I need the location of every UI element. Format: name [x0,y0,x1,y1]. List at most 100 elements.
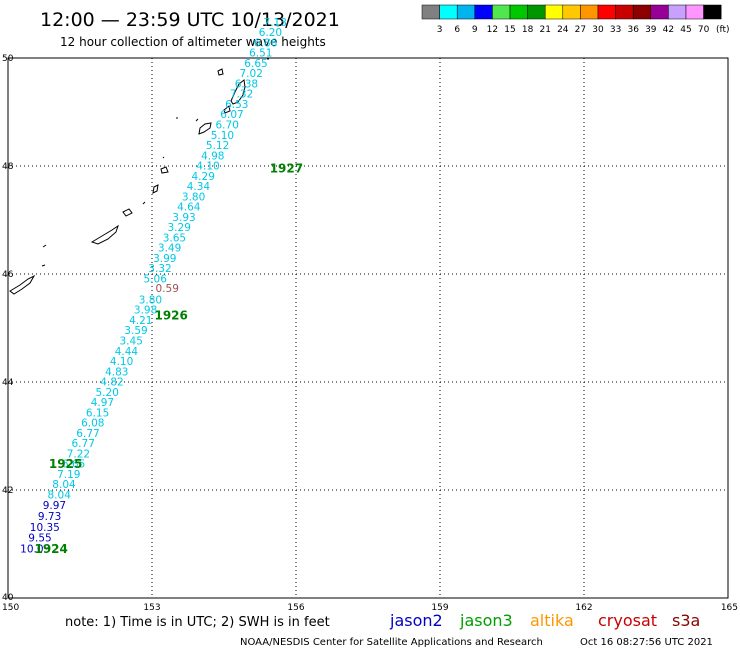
coastline-outline [162,156,165,159]
swh-point-label: 7.32 [230,89,253,101]
colorbar-tick-label: 18 [522,25,534,35]
legend-entry-cryosat: cryosat [598,611,657,630]
coastline-outline [42,244,47,248]
colorbar-swatch [456,4,476,20]
swh-point-label: 5.06 [144,273,168,285]
swh-point-label: 3.29 [168,222,191,234]
colorbar-swatch [632,4,652,20]
colorbar-swatch [492,4,511,20]
colorbar-swatch [562,4,581,20]
colorbar-swatch [527,4,546,20]
swh-point-label: 7.22 [67,448,90,460]
x-tick-label: 165 [721,603,738,613]
swh-point-label: 0.59 [156,283,179,295]
swh-point-label: 4.97 [91,397,114,409]
colorbar-tick-label: 3 [437,25,443,35]
swh-point-label: 3.32 [148,263,171,275]
swh-point-label: 8.04 [48,489,72,501]
colorbar-swatch [685,4,704,20]
swh-point-label: 6.65 [244,58,267,70]
coastline-outline [217,68,224,76]
coastline-outline [160,166,169,174]
swh-point-label: 6.65 [62,459,85,471]
colorbar-tick-label: 21 [539,25,550,35]
coastline-outline [198,122,212,135]
swh-point-label: 4.21 [129,315,152,327]
swh-point-label: 4.83 [105,366,128,378]
swh-point-label: 6.70 [216,120,239,132]
colorbar-tick-label: 27 [575,25,586,35]
swh-point-label: 3.45 [120,336,143,348]
swh-point-label: 4.44 [115,346,139,358]
colorbar-tick-label: 39 [645,25,657,35]
coastline-outline [223,105,231,114]
colorbar-tick-label: 9 [472,25,478,35]
colorbar-swatch [650,4,669,20]
colorbar-tick-label: 45 [680,25,691,35]
swh-point-label: 3.59 [124,325,147,337]
swh-point-label: 4.34 [187,181,211,193]
colorbar-unit: (ft) [716,25,730,35]
coastline [9,58,269,295]
y-tick-label: 48 [2,162,14,172]
note-text: note: 1) Time is in UTC; 2) SWH is in fe… [65,615,330,630]
legend-entry-s3a: s3a [672,611,700,630]
swh-point-label: 4.10 [196,161,219,173]
swh-point-label: 6.07 [220,109,243,121]
swh-point-label: 3.93 [172,212,195,224]
swh-point-label: 6.77 [76,428,99,440]
swh-point-label: 6.08 [81,418,104,430]
x-tick-label: 162 [575,603,592,613]
swh-point-label: 9.73 [38,511,61,523]
colorbar-tick-label: 42 [663,25,674,35]
pass-number-label: 1925 [49,457,82,471]
satellite-legend: jason2 jason3 altika cryosat s3a [389,611,700,630]
coastline-outline [90,224,119,245]
colorbar-swatch [509,4,528,20]
x-tick-label: 153 [143,603,160,613]
coastline-outline [122,208,133,217]
plot-frame [7,57,729,599]
y-tick-label: 44 [2,378,14,388]
swh-point-label: 4.10 [110,356,133,368]
colorbar-swatch [439,4,458,20]
swh-point-label: 3.98 [134,305,157,317]
x-tick-label: 159 [431,603,448,613]
data-points: 10.039.5510.359.739.978.048.047.196.657.… [20,17,287,556]
colorbar-swatch [615,4,634,20]
axis-ticks: 150 153 156 159 162 165 40 42 44 46 48 50 [2,54,738,613]
colorbar-swatch [580,4,599,20]
swh-point-label: 7.19 [57,469,80,481]
pass-number-label: 1924 [34,542,67,556]
x-tick-label: 156 [287,603,304,613]
swh-point-label: 5.20 [96,387,119,399]
x-tick-label: 150 [2,603,19,613]
timestamp-text: Oct 16 08:27:56 UTC 2021 [580,637,713,648]
swh-point-label: 4.82 [100,377,123,389]
swh-point-label: 6.15 [86,407,109,419]
swh-point-label: 6.38 [235,78,258,90]
swh-point-label: 7.13 [264,17,287,29]
colorbar-tick-label: 70 [698,25,710,35]
colorbar-tick-label: 15 [504,25,515,35]
swh-point-label: 9.55 [28,533,51,545]
swh-point-label: 6.77 [72,438,95,450]
y-tick-label: 46 [2,270,14,280]
colorbar: 3 6 9 12 15 18 21 24 27 30 33 36 39 42 45 70 (ft) [421,4,730,35]
pass-labels: 1924 1925 1926 1927 [34,162,303,556]
swh-point-label: 6.53 [225,99,248,111]
colorbar-tick-label: 33 [610,25,621,35]
swh-point-label: 4.98 [201,150,224,162]
coastline-outline [9,274,36,295]
swh-point-label: 3.80 [139,294,162,306]
chart-subtitle: 12 hour collection of altimeter wave hei… [60,35,326,49]
y-tick-label: 42 [2,486,13,496]
coastline-outline [41,264,46,267]
colorbar-swatch [474,4,493,20]
swh-point-label: 4.29 [192,171,215,183]
legend-entry-jason2: jason2 [389,611,443,630]
legend-entry-altika: altika [530,611,574,630]
swh-point-label: 6.51 [249,48,272,60]
coastline-outline [142,201,146,205]
